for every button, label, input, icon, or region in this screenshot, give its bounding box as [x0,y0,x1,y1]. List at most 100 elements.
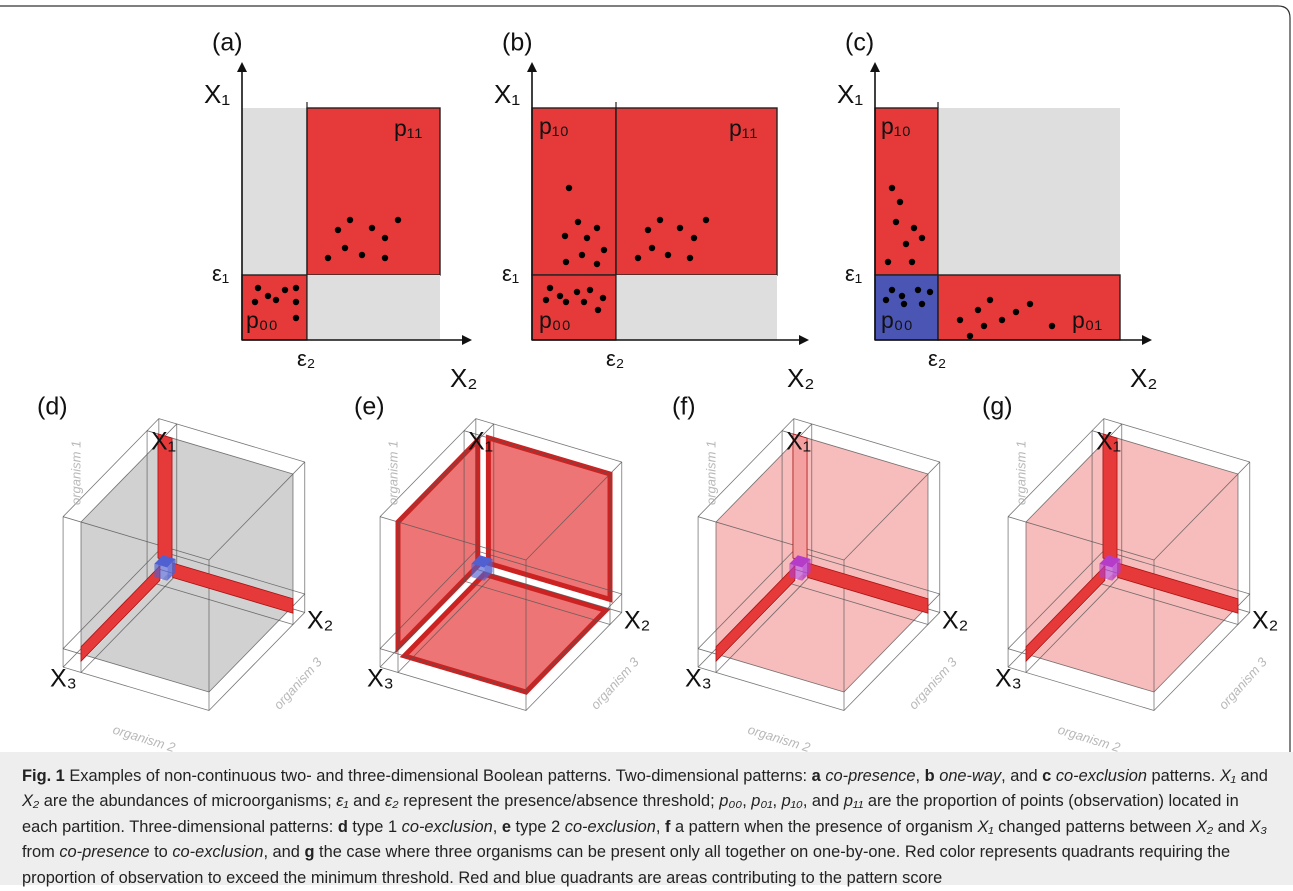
point [342,245,348,251]
point [594,261,600,267]
point [893,219,899,225]
point [909,259,915,265]
point [899,293,905,299]
panel-label: (a) [212,29,243,57]
caption-run: X₃ [1250,818,1267,836]
partition-label: p₀₀ [246,307,278,333]
organism-label: organism 1 [1013,441,1028,505]
y-axis-label: X₁ [494,79,520,109]
axis-label: X₁ [786,428,811,456]
caption-run: co-presence [59,843,149,861]
caption-run: from [22,843,59,861]
point [1027,301,1033,307]
point [703,217,709,223]
threshold-label: ε₁ [845,261,862,286]
axis-label: X₂ [307,607,333,635]
point [677,225,683,231]
point [595,307,601,313]
threshold-label: ε₂ [928,346,946,371]
caption-run: type 2 [511,818,565,836]
caption-run: , [493,818,502,836]
point [600,295,606,301]
organism-label: organism 3 [271,654,326,712]
partition-label: p₁₀ [881,113,911,139]
point [575,219,581,225]
figure: (a)X₁X₂ε₁ε₂p₁₁p₀₀(b)X₁X₂ε₁ε₂p₁₀p₁₁p₀₀(c)… [0,0,1293,752]
point [574,289,580,295]
caption-run: Fig. 1 [22,767,65,785]
point [1049,323,1055,329]
axis-label: X₂ [942,607,968,635]
point [657,217,663,223]
caption-run: g [304,843,314,861]
panel-label: (b) [502,29,533,57]
caption-run: ε₁ [336,792,348,810]
panel-label: (g) [982,393,1013,421]
organism-label: organism 2 [1056,722,1123,752]
point [601,247,607,253]
caption-run: p₀₁ [751,792,772,810]
point [584,235,590,241]
point [562,233,568,239]
point [957,317,963,323]
organism-label: organism 2 [111,722,178,752]
caption-run: are the abundances of microorganisms; [39,792,336,810]
axis-label: X₃ [50,665,77,693]
point [563,259,569,265]
caption-run: e [502,818,511,836]
caption-run: , [742,792,751,810]
axis-label: X₂ [1252,607,1278,635]
point [347,217,353,223]
x-axis-label: X₂ [450,363,477,393]
caption-run: to [150,843,173,861]
caption-run: , and [1001,767,1042,785]
partition-label: p₁₁ [729,115,758,141]
caption-run: , and [263,843,304,861]
organism-label: organism 3 [906,654,961,712]
caption-run: represent the presence/absence threshold… [399,792,720,810]
point [1013,309,1019,315]
point [889,287,895,293]
organism-label: organism 2 [746,722,813,752]
threshold-label: ε₂ [297,346,315,371]
point [903,241,909,247]
point [563,299,569,305]
caption-run: one-way [939,767,1001,785]
y-axis-label: X₁ [837,79,863,109]
point [293,315,299,321]
point [382,235,388,241]
point [265,293,271,299]
point [566,185,572,191]
axis-label: X₃ [685,665,712,693]
organism-label: organism 1 [385,441,400,505]
point [255,285,261,291]
caption-run: X₂ [22,792,39,810]
partition-label: p₀₀ [881,307,913,333]
point [645,227,651,233]
caption-run: a [812,767,821,785]
caption-run: , [656,818,665,836]
point [919,235,925,241]
point [635,255,641,261]
panel-label: (f) [672,393,696,421]
caption-run: patterns. [1147,767,1220,785]
point [915,287,921,293]
point [369,225,375,231]
caption: Fig. 1 Examples of non-continuous two- a… [0,752,1293,885]
partition-label: p₀₀ [539,307,571,333]
organism-label: organism 1 [703,441,718,505]
point [897,199,903,205]
axis-label: X₂ [624,607,650,635]
caption-run: p₁₁ [844,792,863,810]
caption-run: Examples of non-continuous two- and thre… [65,767,812,785]
organism-label: organism 3 [1216,654,1271,712]
organism-label: organism 1 [68,441,83,505]
caption-run: a pattern when the presence of organism [670,818,977,836]
partition-label: p₁₀ [539,113,569,139]
point [665,252,671,258]
caption-run: ε₂ [385,792,398,810]
threshold-label: ε₂ [606,346,624,371]
axis-label: X₃ [995,665,1022,693]
caption-run: d [338,818,348,836]
caption-run: type 1 [348,818,402,836]
